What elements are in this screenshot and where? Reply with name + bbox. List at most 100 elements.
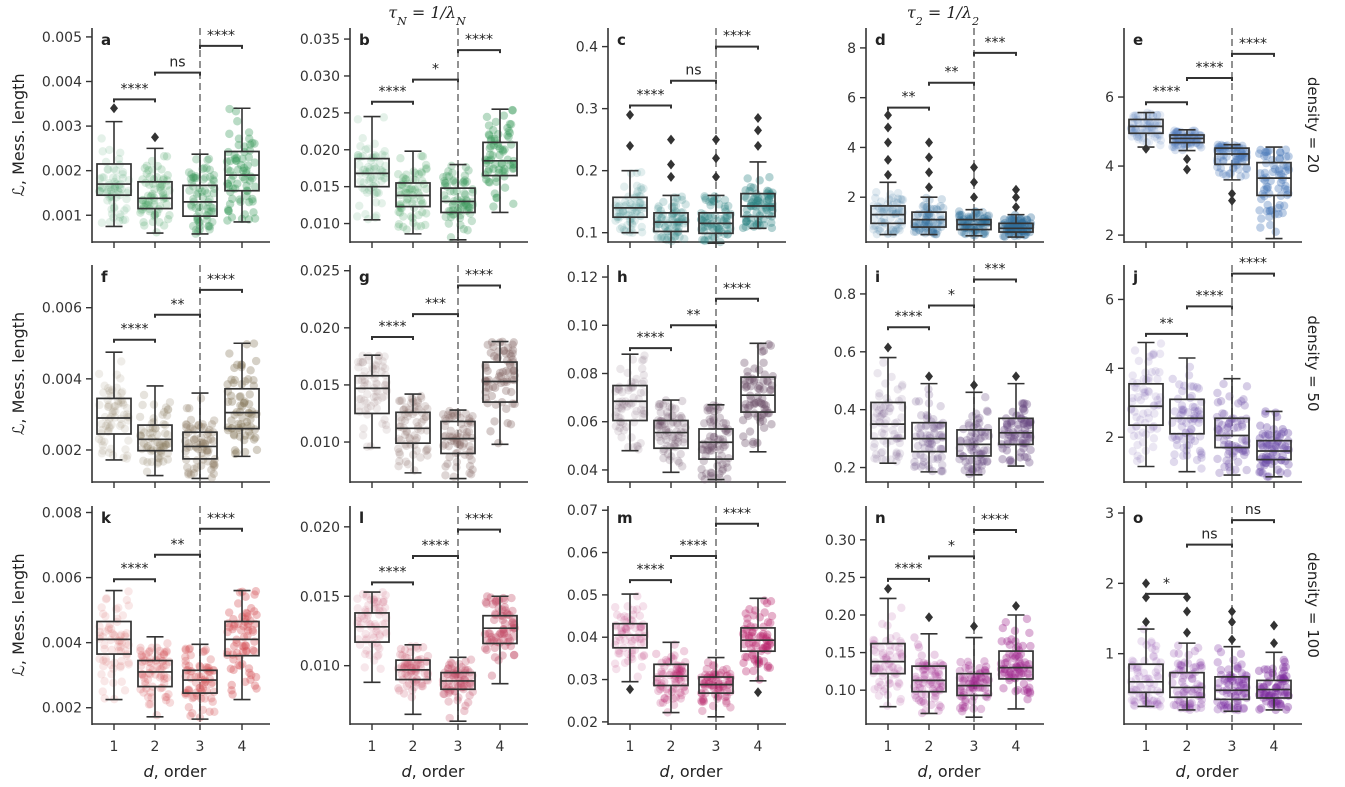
sample-point	[1221, 141, 1230, 151]
sample-point	[358, 431, 368, 440]
sample-point	[1005, 640, 1014, 650]
sample-point	[408, 185, 417, 195]
sample-point	[506, 420, 516, 429]
sample-point	[749, 400, 759, 409]
sample-point	[441, 471, 450, 480]
sample-point	[225, 349, 234, 358]
sample-point	[745, 427, 755, 436]
sample-point	[209, 469, 218, 478]
sample-point	[1002, 419, 1012, 429]
sample-point	[100, 437, 109, 446]
sample-point	[410, 431, 419, 440]
y-tick-label: 0.030	[300, 69, 340, 85]
sample-point	[653, 233, 662, 242]
sample-point	[1015, 453, 1025, 462]
sample-point	[162, 152, 172, 161]
bracket-line	[154, 313, 201, 318]
sample-point	[709, 196, 719, 206]
sample-point	[741, 652, 750, 662]
sample-point	[162, 181, 172, 190]
sample-point	[657, 213, 666, 222]
significance-bracket: ****	[887, 309, 930, 331]
sample-point	[250, 182, 260, 191]
significance-bracket: **	[670, 307, 717, 329]
bracket-line	[199, 44, 243, 49]
sample-point	[202, 189, 212, 198]
sample-point	[500, 183, 510, 192]
sample-point	[700, 213, 710, 222]
bracket-line	[199, 288, 243, 293]
sample-point	[716, 214, 726, 224]
sample-point	[118, 216, 128, 225]
panel-letter: b	[359, 31, 370, 49]
sample-point	[665, 455, 674, 465]
sample-point	[149, 400, 159, 409]
sample-point	[202, 164, 211, 173]
x-tick-label: 2	[151, 739, 160, 755]
sample-point	[362, 442, 372, 451]
sample-point	[699, 456, 708, 466]
sample-point	[611, 603, 620, 612]
significance-bracket: ****	[457, 512, 501, 533]
sample-point	[142, 650, 151, 659]
sample-point	[1284, 165, 1294, 174]
bracket-line	[629, 104, 672, 109]
significance-bracket: ****	[371, 84, 414, 105]
sample-point	[106, 624, 116, 634]
sample-point	[655, 429, 665, 439]
sample-point	[637, 204, 646, 214]
sample-point	[103, 384, 113, 393]
jitter-points	[95, 104, 260, 238]
sample-point	[749, 183, 758, 193]
sample-point	[121, 215, 130, 224]
sample-point	[706, 212, 716, 222]
panel-letter: d	[875, 31, 886, 49]
sample-point	[888, 663, 898, 672]
sample-point	[194, 188, 203, 197]
sample-point	[181, 656, 190, 666]
sample-point	[363, 403, 372, 413]
sample-point	[763, 663, 772, 672]
sample-point	[196, 394, 206, 403]
sample-point	[189, 173, 198, 182]
sample-point	[1176, 660, 1185, 670]
sample-point	[242, 181, 251, 191]
sample-point	[402, 653, 412, 663]
sample-point	[97, 183, 107, 192]
sample-point	[963, 439, 972, 448]
sample-point	[453, 204, 463, 214]
sample-point	[361, 209, 370, 219]
sample-point	[379, 113, 389, 122]
sample-point	[498, 145, 507, 155]
sample-point	[633, 187, 642, 196]
sample-point	[703, 222, 713, 231]
sample-point	[184, 703, 194, 712]
x-axis-title: d, order	[144, 762, 207, 781]
sample-point	[363, 188, 372, 197]
y-tick-label: 0.1	[576, 226, 598, 242]
sample-point	[672, 219, 682, 228]
sample-point	[1132, 413, 1141, 422]
significance-label: ****	[121, 81, 149, 97]
sample-point	[409, 203, 419, 212]
outlier-marker	[925, 182, 933, 193]
sample-point	[120, 631, 129, 640]
sample-point	[880, 204, 889, 214]
jitter-points	[1126, 108, 1294, 237]
sample-point	[120, 206, 129, 215]
sample-point	[1271, 227, 1280, 237]
sample-point	[661, 222, 670, 231]
sample-point	[630, 216, 639, 225]
significance-label: ****	[379, 84, 407, 100]
sample-point	[226, 187, 235, 197]
sample-point	[417, 168, 426, 178]
sample-point	[222, 157, 232, 166]
sample-point	[888, 226, 898, 235]
panel-letter: l	[359, 509, 364, 527]
sample-point	[879, 358, 888, 367]
sample-point	[936, 401, 945, 411]
sample-point	[376, 166, 385, 175]
sample-point	[671, 201, 681, 210]
significance-label: ***	[425, 296, 446, 312]
